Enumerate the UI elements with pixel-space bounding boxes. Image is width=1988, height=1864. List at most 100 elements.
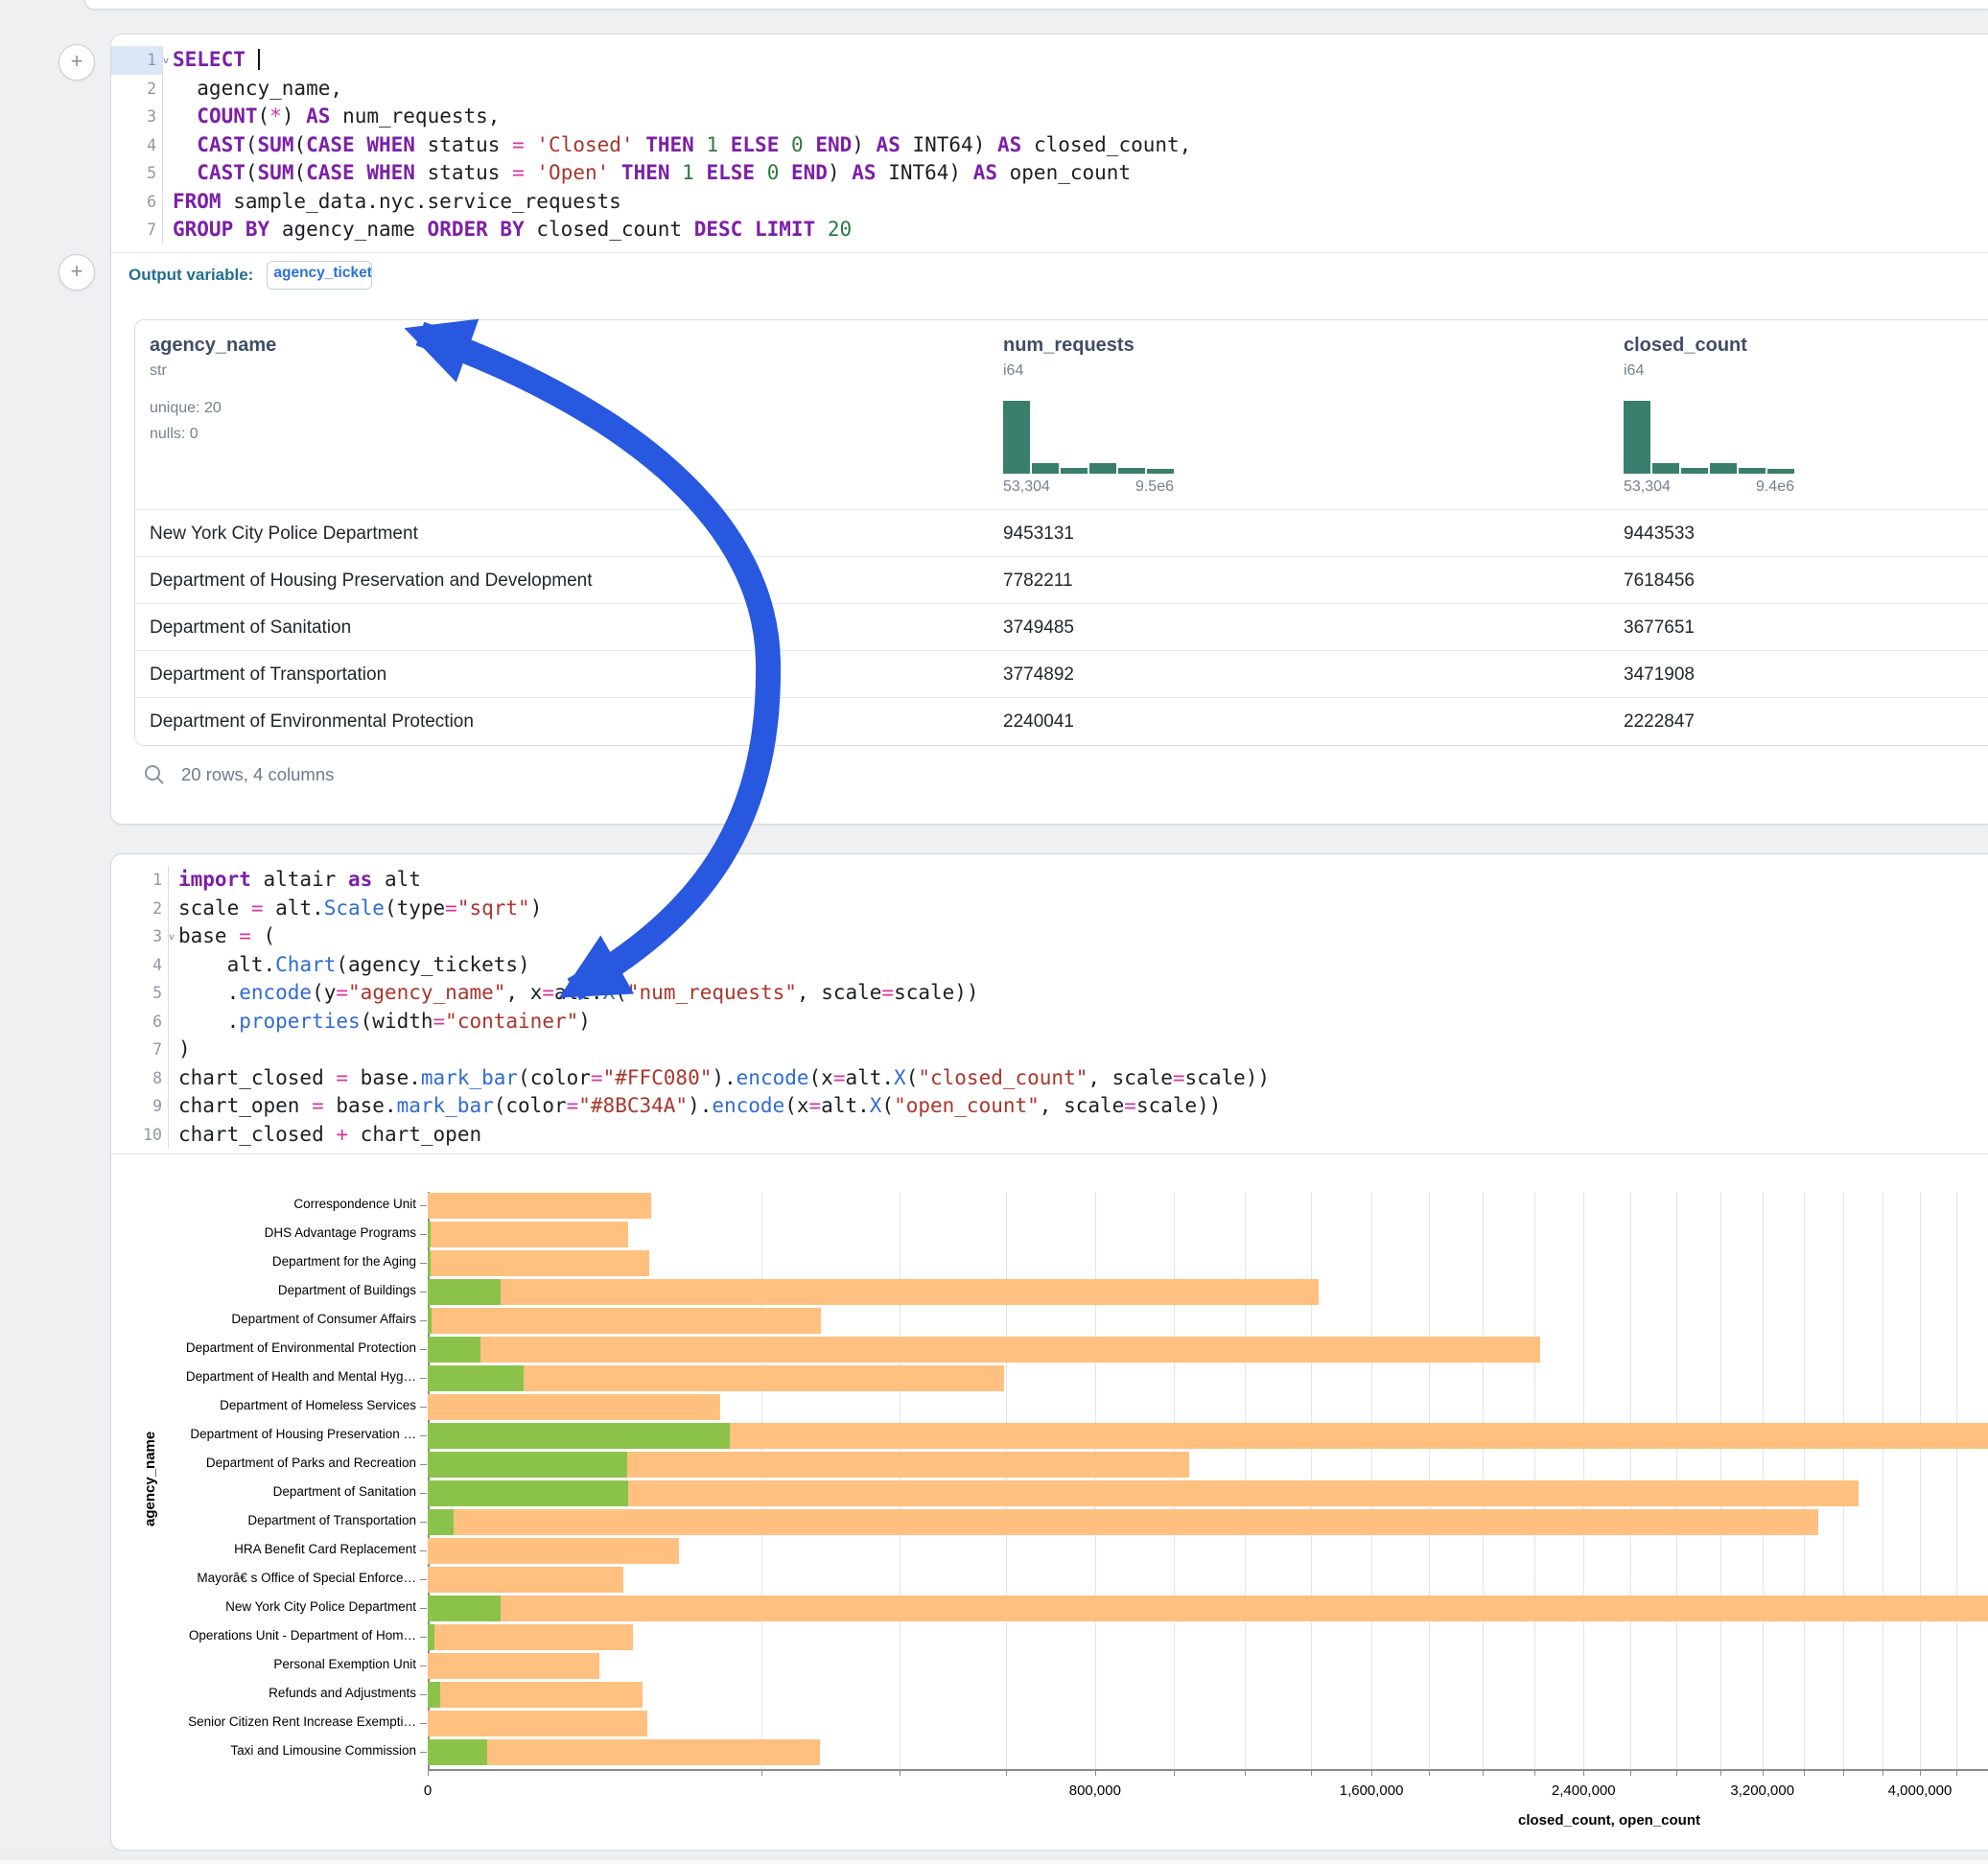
y-axis-label: Personal Exemption Unit <box>273 1657 416 1671</box>
y-axis-tick <box>420 1579 427 1580</box>
code-line[interactable]: 2 agency_name, <box>111 74 1988 103</box>
column-header-num_requests[interactable]: num_requests i64 53,304 9.5e6 <box>1003 320 1174 509</box>
code-line[interactable]: 4 alt.Chart(agency_tickets) <box>111 950 1988 979</box>
line-number: 1 <box>111 866 169 895</box>
y-axis-label: Department of Housing Preservation … <box>190 1427 416 1441</box>
table-cell: 3471908 <box>1624 664 1695 685</box>
code-line[interactable]: 8 chart_closed = base.mark_bar(color="#FF… <box>111 1063 1988 1092</box>
bar-closed-count <box>428 1364 1004 1391</box>
y-axis-tick <box>420 1637 427 1638</box>
code-line[interactable]: 2 scale = alt.Scale(type="sqrt") <box>111 894 1988 922</box>
x-axis-label: 1,600,000 <box>1339 1782 1404 1799</box>
y-axis-tick <box>420 1292 427 1293</box>
code-line[interactable]: 4 CAST(SUM(CASE WHEN status = 'Closed' T… <box>111 130 1988 159</box>
fold-chevron-icon[interactable]: ∨ <box>168 932 175 943</box>
y-axis-label: Department of Homeless Services <box>220 1398 416 1412</box>
histogram-bar <box>1147 469 1174 474</box>
code-line[interactable]: 3 COUNT(*) AS num_requests, <box>111 103 1988 131</box>
x-axis-tick <box>1310 1770 1312 1776</box>
bar-closed-count <box>428 1710 647 1736</box>
x-axis-label: 0 <box>423 1782 433 1799</box>
line-number: 4 <box>111 130 163 159</box>
bar-closed-count <box>428 1480 1859 1506</box>
table-row[interactable]: Department of Sanitation 3749485 3677651 <box>135 603 1988 651</box>
x-axis-tick <box>1803 1770 1805 1776</box>
code-line[interactable]: 6 .properties(width="container") <box>111 1007 1988 1036</box>
x-axis-tick <box>1843 1770 1845 1776</box>
x-axis-tick <box>1675 1770 1677 1776</box>
column-name: agency_name <box>150 335 277 356</box>
x-axis-tick <box>1174 1770 1175 1776</box>
line-number: 9 <box>111 1092 169 1121</box>
x-axis-tick <box>1371 1770 1373 1776</box>
x-axis-tick <box>1245 1770 1247 1776</box>
table-row[interactable]: Department of Transportation 3774892 34719… <box>135 650 1988 698</box>
y-axis-label: Senior Citizen Rent Increase Exempti… <box>188 1714 416 1729</box>
y-axis-label: DHS Advantage Programs <box>264 1225 416 1240</box>
x-axis-label: 800,000 <box>1068 1782 1121 1799</box>
histogram-bar <box>1089 463 1116 474</box>
code-line[interactable]: 6 FROM sample_data.nyc.service_requests <box>111 187 1988 216</box>
code-line[interactable]: 5 .encode(y="agency_name", x=alt.X("num_… <box>111 979 1988 1008</box>
y-axis-tick <box>420 1263 427 1264</box>
code-line[interactable]: 5 CAST(SUM(CASE WHEN status = 'Open' THE… <box>111 159 1988 188</box>
code-line[interactable]: 1 ∨ SELECT <box>111 46 1988 75</box>
code-line[interactable]: 1 import altair as alt <box>111 866 1988 895</box>
bar-open-count <box>428 1422 730 1449</box>
y-axis-tick <box>420 1694 427 1695</box>
python-code-editor[interactable]: 1 import altair as alt 2 scale = alt.Scale(… <box>111 854 1988 1157</box>
y-axis-label: Mayorâ€ s Office of Special Enforce… <box>197 1571 416 1585</box>
column-type: str <box>150 362 167 379</box>
code-text: import altair as alt <box>178 868 421 891</box>
column-header-closed_count[interactable]: closed_count i64 53,304 9.4e6 <box>1624 320 1794 509</box>
bar-open-count <box>428 1451 627 1478</box>
bar-closed-count <box>428 1249 649 1276</box>
line-number: 8 <box>111 1063 169 1092</box>
output-variable-pill[interactable]: agency_tickets <box>267 260 373 290</box>
fold-chevron-icon[interactable]: ∨ <box>162 56 170 66</box>
table-cell: Department of Environmental Protection <box>150 711 474 732</box>
bar-closed-count <box>428 1336 1540 1363</box>
table-cell: 3677651 <box>1624 617 1695 638</box>
table-row[interactable]: Department of Housing Preservation and D… <box>135 556 1988 604</box>
y-axis-title: agency_name <box>142 1431 158 1526</box>
x-axis-tick <box>1428 1770 1430 1776</box>
column-name: closed_count <box>1624 335 1747 356</box>
table-cell: 9443533 <box>1624 524 1695 544</box>
code-line[interactable]: 7 GROUP BY agency_name ORDER BY closed_co… <box>111 216 1988 245</box>
table-cell: 7618456 <box>1624 571 1695 591</box>
y-axis-tick <box>420 1752 427 1753</box>
y-axis-label: HRA Benefit Card Replacement <box>234 1542 416 1556</box>
add-cell-button[interactable]: + <box>58 44 95 81</box>
bar-closed-count <box>428 1278 1319 1305</box>
y-axis-tick <box>420 1234 427 1235</box>
table-row[interactable]: New York City Police Department 9453131 94… <box>135 509 1988 557</box>
code-line[interactable]: 3 ∨ base = ( <box>111 922 1988 951</box>
code-line[interactable]: 9 chart_open = base.mark_bar(color="#8BC3… <box>111 1092 1988 1121</box>
histogram-bar <box>1624 401 1650 474</box>
bar-closed-count <box>428 1652 599 1679</box>
column-name: num_requests <box>1003 335 1134 356</box>
code-line[interactable]: 10 chart_closed + chart_open <box>111 1120 1988 1149</box>
column-header-agency_name[interactable]: agency_name str unique: 20 nulls: 0 <box>150 320 276 509</box>
y-axis-label: Operations Unit - Department of Hom… <box>188 1628 416 1643</box>
y-axis-label: Refunds and Adjustments <box>269 1686 416 1700</box>
bar-open-count <box>428 1508 454 1535</box>
y-axis-tick <box>420 1378 427 1379</box>
x-axis-tick <box>1719 1770 1721 1776</box>
output-variable-row: Output variable: agency_tickets <box>111 252 1988 296</box>
previous-cell-edge <box>84 0 1988 10</box>
search-icon[interactable] <box>144 764 165 785</box>
line-number: 3 <box>111 103 163 131</box>
x-axis-label: 2,400,000 <box>1551 1782 1616 1799</box>
code-line[interactable]: 7) <box>111 1036 1988 1064</box>
y-axis-label: Department of Health and Mental Hyg… <box>185 1369 416 1384</box>
table-row[interactable]: Department of Environmental Protection 22… <box>135 697 1988 745</box>
x-axis-tick <box>1630 1770 1632 1776</box>
code-text: chart_closed = base.mark_bar(color="#FFC… <box>178 1065 1271 1089</box>
gridline <box>1920 1192 1921 1769</box>
line-number: 3 ∨ <box>111 922 175 951</box>
add-cell-button[interactable]: + <box>58 254 95 291</box>
line-number: 2 <box>111 894 169 922</box>
sql-code-editor[interactable]: 1 ∨ SELECT 2 agency_name, 3 COUNT(*) AS num… <box>111 35 1988 253</box>
